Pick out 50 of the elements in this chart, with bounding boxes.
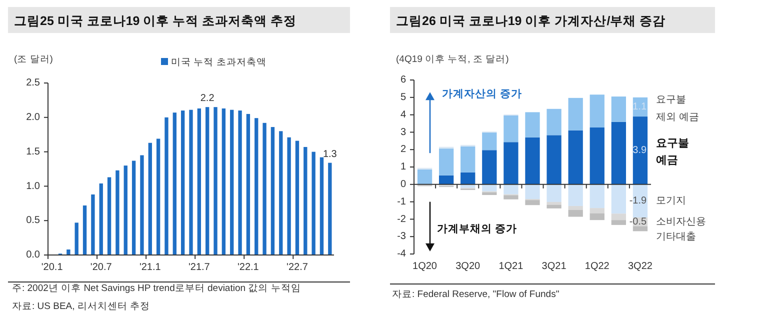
y-tick-label: 4 — [400, 109, 406, 120]
y-tick-label: 2.5 — [26, 78, 40, 89]
y-tick-label: 0 — [400, 179, 406, 190]
y-tick-label: 5 — [400, 92, 406, 104]
chart-title: 그림25 미국 코로나19 이후 누적 초과저축액 추정 — [14, 14, 297, 28]
y-tick-label: 6 — [400, 74, 406, 86]
x-tick-label: 3Q22 — [628, 261, 653, 272]
x-tick-label: '20.1 — [41, 262, 64, 273]
data-label: 1.3 — [322, 148, 338, 160]
series-label: 모기지 — [656, 196, 686, 207]
y-tick-label: 1.0 — [26, 180, 40, 192]
y-axis-title: (조 달러) — [14, 54, 53, 65]
data-label: -0.5 — [629, 216, 647, 228]
data-label: 1.1 — [632, 102, 647, 113]
y-tick-label: -4 — [397, 248, 406, 260]
series-label: 소비자신용 — [656, 216, 706, 228]
x-tick-label: '21.7 — [188, 262, 210, 273]
text: 주: 2002년 이후 Net Savings HP trend로부터 deviation 값의 누적임 — [12, 283, 301, 294]
y-tick-label: 1 — [400, 162, 406, 173]
data-label: -1.9 — [629, 196, 647, 207]
legend-label: 미국 누적 초과저축액 — [171, 57, 266, 68]
series-label: 기타대출 — [656, 231, 696, 242]
annotation: 가계자산의 증가 — [442, 88, 522, 100]
series-label: 요구불 예금 — [656, 137, 689, 166]
annotation: 가계부채의 증가 — [437, 223, 517, 235]
y-tick-label: -2 — [397, 214, 406, 225]
x-tick-label: '22.7 — [286, 262, 308, 273]
y-tick-label: 1.5 — [26, 146, 40, 158]
data-label: 3.9 — [632, 145, 647, 156]
text: 자료: Federal Reserve, "Flow of Funds" — [392, 289, 560, 300]
y-axis-title: (4Q19 이후 누적, 조 달러) — [396, 54, 509, 65]
chart-title: 그림26 미국 코로나19 이후 가계자산/부채 증감 — [396, 14, 666, 28]
x-tick-label: 1Q20 — [412, 261, 438, 272]
x-tick-label: '22.1 — [238, 262, 260, 273]
y-tick-label: 3 — [400, 126, 406, 138]
y-tick-label: -3 — [397, 231, 406, 242]
x-tick-label: 1Q21 — [498, 261, 524, 272]
x-tick-label: 3Q20 — [456, 261, 481, 272]
series-label: 요구불 제외 예금 — [656, 94, 699, 123]
y-tick-label: 2.0 — [26, 112, 40, 124]
x-tick-label: '21.1 — [139, 262, 162, 273]
x-tick-label: 3Q21 — [542, 261, 567, 272]
x-tick-label: 1Q22 — [584, 261, 610, 272]
y-tick-label: 0.0 — [26, 250, 40, 261]
y-tick-label: 2 — [400, 144, 406, 156]
x-tick-label: '20.7 — [90, 262, 112, 273]
data-label: 2.2 — [200, 93, 215, 104]
y-tick-label: -1 — [397, 196, 406, 208]
y-tick-label: 0.5 — [26, 215, 40, 226]
text: 자료: US BEA, 리서치센터 추정 — [12, 301, 150, 312]
